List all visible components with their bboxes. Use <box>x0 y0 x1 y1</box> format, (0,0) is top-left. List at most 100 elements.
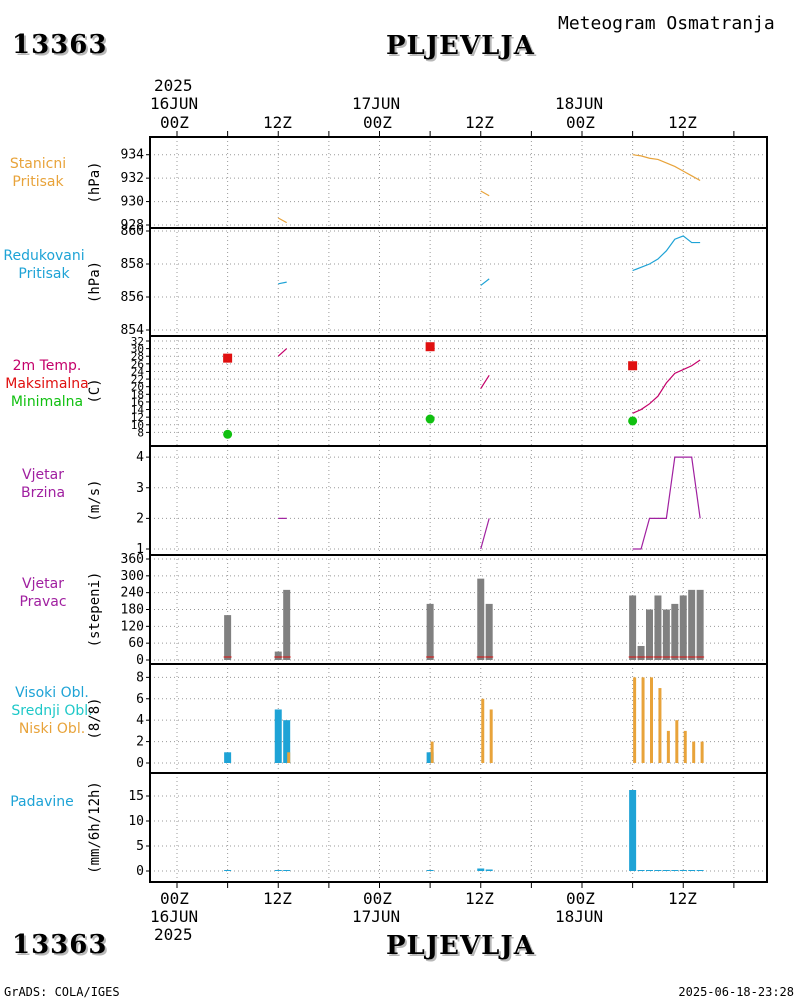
cloud-bar <box>274 709 282 763</box>
y-tick-label: 10 <box>131 419 144 432</box>
station-id-top: 13363 <box>12 30 108 60</box>
y-tick-label: 932 <box>121 171 144 186</box>
y-tick-label: 16 <box>131 396 144 409</box>
top-hour-label: 00Z <box>566 113 595 132</box>
y-tick-label: 6 <box>136 692 144 707</box>
top-date-16jun: 16JUN <box>150 94 199 113</box>
wind-direction-bar <box>629 595 637 660</box>
unit-label: (hPa) <box>87 161 103 203</box>
min-temp-marker <box>425 414 435 424</box>
panel-clouds: 0 2 4 6 8 (8/8) <box>87 663 768 774</box>
y-tick-label: 120 <box>121 619 144 634</box>
y-tick-label: 28 <box>131 350 144 363</box>
y-tick-label: 360 <box>121 552 144 567</box>
station-pressure-label: Stanicni Pritisak <box>0 155 93 191</box>
panel-frame <box>149 227 768 337</box>
series-line <box>278 281 287 285</box>
series-line <box>480 190 490 197</box>
cloud-bar <box>287 752 291 763</box>
panel-wind_speed: 1 2 3 4 (m/s) <box>87 445 768 557</box>
cloud-bar <box>683 730 687 763</box>
panel-station_pressure: 928 930 932 934 (hPa) <box>87 136 768 233</box>
panel-frame <box>149 663 768 774</box>
unit-label: (mm/6h/12h) <box>87 781 103 874</box>
top-date-18jun: 18JUN <box>555 94 604 113</box>
max-temp-marker <box>223 353 233 363</box>
y-tick-label: 18 <box>131 388 144 401</box>
y-tick-label: 2 <box>136 511 144 526</box>
precip-bar <box>671 870 679 871</box>
meteogram-title: Meteogram Osmatranja <box>558 13 775 34</box>
wind-direction-label: Vjetar Pravac <box>0 575 98 611</box>
y-tick-label: 858 <box>121 257 144 272</box>
precip-bar <box>274 870 282 871</box>
top-hour-label: 12Z <box>465 113 494 132</box>
y-tick-label: 24 <box>131 365 145 378</box>
precip-bar <box>485 869 493 871</box>
label-line: Srednji Obl. <box>11 703 93 719</box>
wind-direction-bar <box>637 645 645 660</box>
y-tick-label: 930 <box>121 195 144 210</box>
top-hour-label: 00Z <box>363 113 392 132</box>
y-tick-label: 26 <box>131 358 144 371</box>
cloud-bar <box>430 741 434 763</box>
y-tick-label: 22 <box>131 373 144 386</box>
label-line: Minimalna <box>10 394 84 410</box>
y-tick-label: 4 <box>136 450 144 465</box>
bottom-hour-label: 00Z <box>566 889 595 908</box>
bottom-hour-label: 00Z <box>160 889 189 908</box>
top-hour-label: 12Z <box>263 113 292 132</box>
panel-frame <box>149 335 768 447</box>
series-line <box>480 278 490 286</box>
y-tick-label: 1 <box>136 542 144 557</box>
series-line <box>480 374 490 389</box>
label-line: Pravac <box>19 594 67 610</box>
label-line: Maksimalna <box>5 376 89 392</box>
precip-bar <box>629 790 637 871</box>
unit-label: (hPa) <box>87 261 103 303</box>
station-id-bottom: 13363 <box>12 930 108 960</box>
precip-bar <box>662 870 670 871</box>
footer-credit: GrADS: COLA/IGES <box>4 985 120 999</box>
footer-timestamp: 2025-06-18-23:28 <box>678 985 794 999</box>
bottom-hour-label: 12Z <box>668 889 697 908</box>
wind-direction-bar <box>662 609 670 660</box>
precip-bar <box>637 870 645 871</box>
label-line: Vjetar <box>22 576 64 592</box>
wind-direction-bar <box>679 595 687 660</box>
y-tick-label: 0 <box>136 653 144 668</box>
max-temp-marker <box>425 342 435 352</box>
label-line: Niski Obl. <box>18 721 86 737</box>
cloud-bar <box>700 741 704 763</box>
top-date-17jun: 17JUN <box>352 94 401 113</box>
series-line <box>480 518 490 550</box>
y-tick-label: 15 <box>128 789 144 804</box>
temperature-label: 2m Temp. Maksimalna Minimalna <box>0 357 102 411</box>
precip-bar <box>477 868 485 871</box>
reduced-pressure-label: Redukovani Pritisak <box>0 247 99 283</box>
cloud-bar <box>692 741 696 763</box>
y-tick-label: 0 <box>136 756 144 771</box>
cloud-bar <box>633 677 637 763</box>
y-tick-label: 5 <box>136 839 144 854</box>
wind-direction-bar <box>224 615 232 660</box>
y-tick-label: 856 <box>121 290 144 305</box>
top-year-label: 2025 <box>154 76 193 95</box>
wind-direction-bar <box>426 603 434 660</box>
cloud-bar <box>658 688 662 763</box>
series-line <box>632 154 701 182</box>
cloud-bar <box>650 677 653 763</box>
panel-frame <box>149 136 768 229</box>
label-line: Redukovani <box>3 248 85 264</box>
y-tick-label: 860 <box>121 224 144 239</box>
y-tick-label: 2 <box>136 735 144 750</box>
y-tick-label: 928 <box>121 218 144 233</box>
y-tick-label: 10 <box>128 814 144 829</box>
y-tick-label: 4 <box>136 713 144 728</box>
panel-precipitation: 0 5 10 15 (mm/6h/12h) <box>87 772 768 883</box>
bottom-date-17jun: 17JUN <box>352 907 401 926</box>
unit-label: (C) <box>87 378 103 403</box>
